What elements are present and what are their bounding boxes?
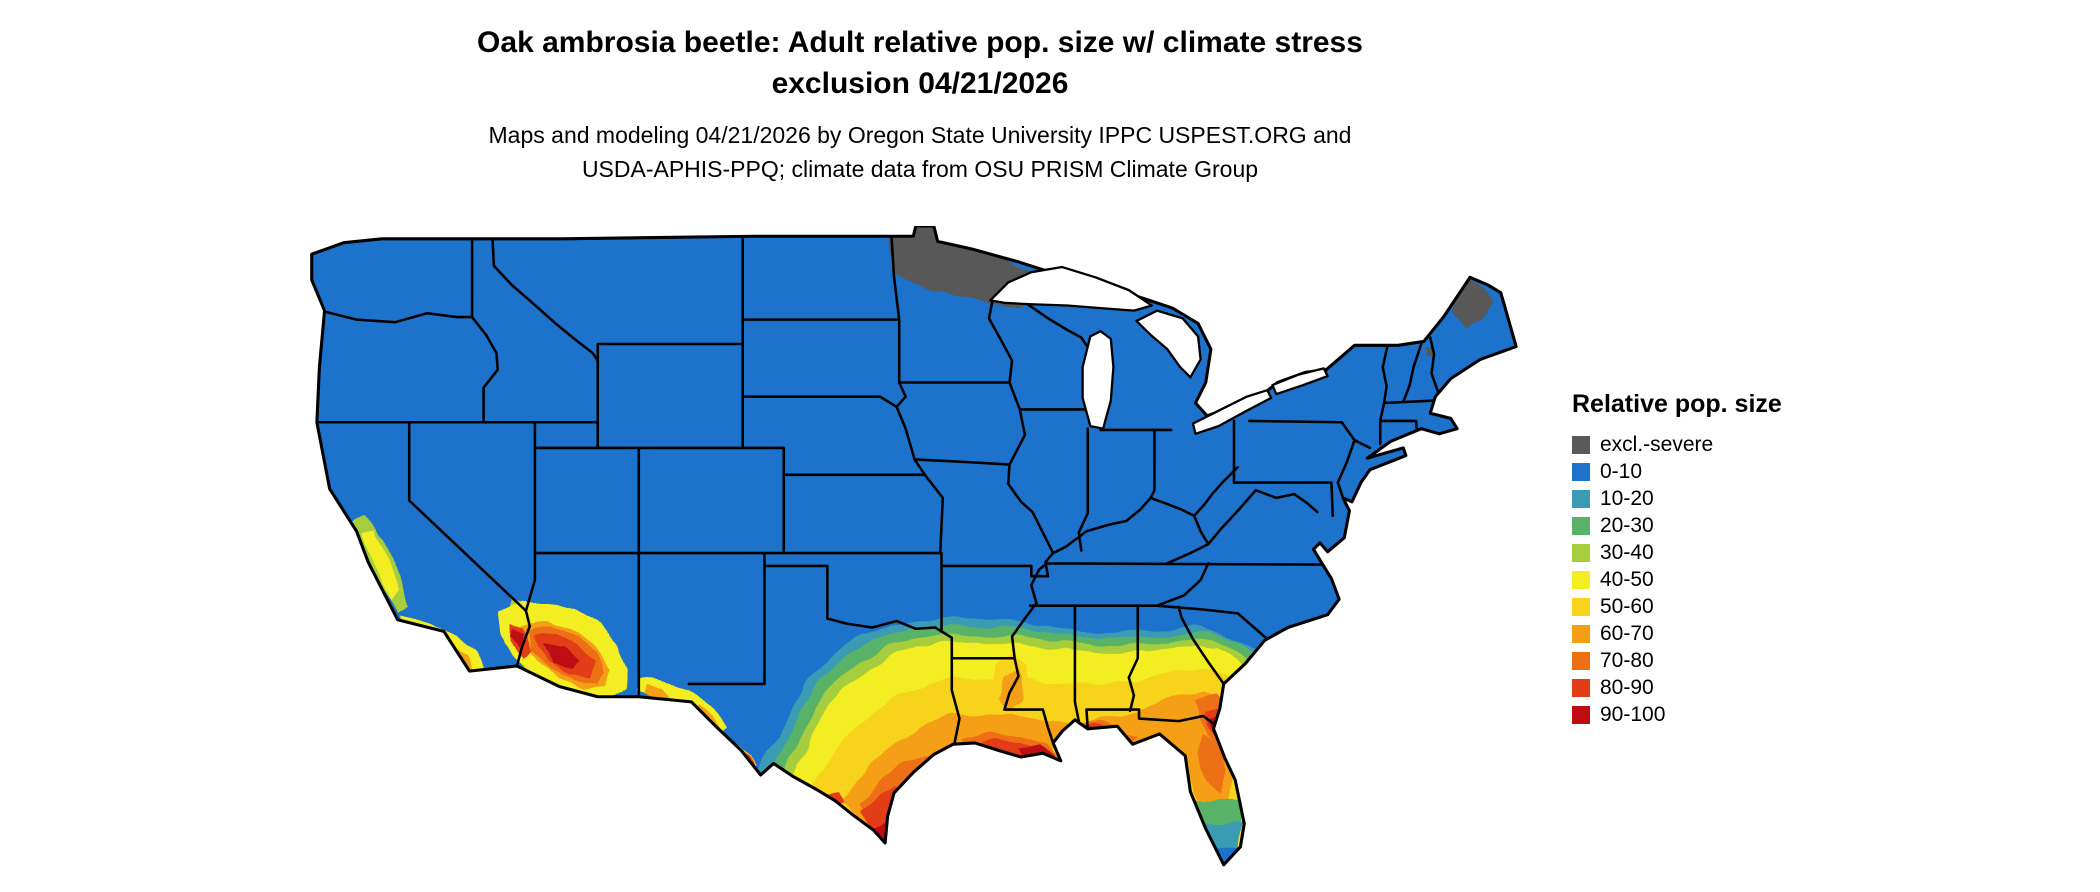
legend-label: 30-40 xyxy=(1600,541,1654,564)
great-lakes xyxy=(989,265,1329,435)
legend-swatch xyxy=(1572,435,1590,454)
legend-item: 50-60 xyxy=(1572,593,1782,620)
legend-swatch xyxy=(1572,651,1590,670)
legend-label: 50-60 xyxy=(1600,595,1654,618)
legend-swatch xyxy=(1572,462,1590,481)
legend-label: 10-20 xyxy=(1600,487,1654,510)
subtitle-line2: USDA-APHIS-PPQ; climate data from OSU PR… xyxy=(581,156,1259,182)
page-title-line2: exclusion 04/21/2026 xyxy=(771,67,1069,100)
zone-80-90 xyxy=(433,621,1227,832)
lake-huron xyxy=(1135,309,1202,379)
legend-item: excl.-severe xyxy=(1572,431,1782,458)
legend-item: 30-40 xyxy=(1572,539,1782,566)
map-container xyxy=(305,224,1537,892)
legend-item: 20-30 xyxy=(1572,512,1782,539)
legend-label: 0-10 xyxy=(1600,460,1643,483)
legend-item: 0-10 xyxy=(1572,458,1782,485)
legend-label: 20-30 xyxy=(1600,514,1654,537)
page-title-line1: Oak ambrosia beetle: Adult relative pop.… xyxy=(477,26,1363,59)
legend-swatch xyxy=(1572,570,1590,589)
legend-item: 80-90 xyxy=(1572,674,1782,701)
legend-label: 60-70 xyxy=(1600,622,1654,645)
legend-item: 60-70 xyxy=(1572,620,1782,647)
legend-item: 10-20 xyxy=(1572,485,1782,512)
lake-superior xyxy=(989,265,1154,312)
legend-swatch xyxy=(1572,678,1590,697)
us-map xyxy=(310,224,1518,867)
state-borders xyxy=(315,234,1441,746)
lake-ontario xyxy=(1271,367,1329,396)
legend-title: Relative pop. size xyxy=(1572,390,1782,418)
legend-label: 90-100 xyxy=(1600,703,1666,726)
legend-label: excl.-severe xyxy=(1600,433,1714,456)
legend-swatch xyxy=(1572,516,1590,535)
header: Oak ambrosia beetle: Adult relative pop.… xyxy=(205,22,1635,186)
legend-swatch xyxy=(1572,489,1590,508)
legend-label: 40-50 xyxy=(1600,568,1654,591)
lake-michigan xyxy=(1081,330,1115,430)
subtitle-line1: Maps and modeling 04/21/2026 by Oregon S… xyxy=(488,122,1352,148)
legend-label: 80-90 xyxy=(1600,676,1654,699)
subtitle: Maps and modeling 04/21/2026 by Oregon S… xyxy=(205,118,1635,186)
legend-label: 70-80 xyxy=(1600,649,1654,672)
legend-item: 40-50 xyxy=(1572,566,1782,593)
legend-item: 70-80 xyxy=(1572,647,1782,674)
legend-swatch xyxy=(1572,543,1590,562)
legend-swatch xyxy=(1572,624,1590,643)
legend-swatch xyxy=(1572,597,1590,616)
lake-erie xyxy=(1191,389,1273,435)
legend-swatch xyxy=(1572,705,1590,724)
legend: Relative pop. size excl.-severe 0-10 10-… xyxy=(1572,390,1782,728)
legend-item: 90-100 xyxy=(1572,701,1782,728)
